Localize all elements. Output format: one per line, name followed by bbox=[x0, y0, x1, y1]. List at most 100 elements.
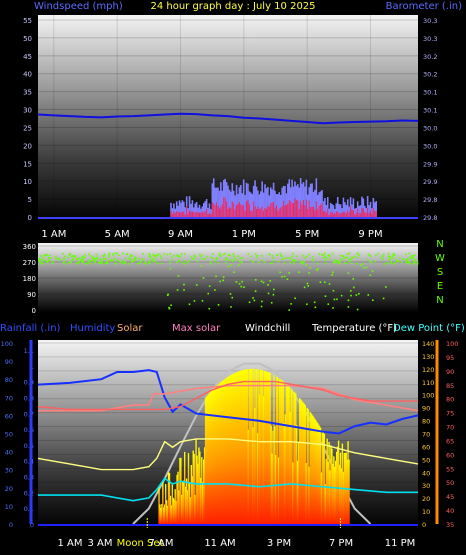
direction-point bbox=[291, 255, 293, 258]
solar-bar bbox=[324, 484, 326, 524]
solar-bar bbox=[335, 460, 337, 524]
direction-point bbox=[125, 253, 128, 256]
direction-point bbox=[271, 255, 274, 257]
solar-bar bbox=[310, 413, 312, 524]
solar-bar bbox=[316, 421, 318, 524]
humidity-y-tick-label: 20 bbox=[5, 485, 13, 493]
direction-point bbox=[347, 272, 350, 274]
rain-y-tick-label: 0 bbox=[30, 521, 34, 529]
solar-bar bbox=[254, 408, 256, 524]
direction-point bbox=[116, 259, 119, 261]
solar-bar bbox=[320, 472, 323, 524]
direction-point bbox=[218, 252, 221, 255]
direction-point bbox=[149, 259, 151, 262]
direction-point bbox=[267, 292, 270, 295]
direction-point bbox=[134, 259, 137, 262]
direction-point bbox=[303, 286, 306, 289]
solar-bar bbox=[179, 457, 181, 524]
direction-point bbox=[166, 253, 169, 256]
solar-bar bbox=[311, 414, 313, 524]
humidity-y-tick-label: 100 bbox=[1, 340, 13, 348]
direction-point bbox=[196, 260, 199, 263]
direction-point bbox=[302, 262, 305, 264]
temperature-y-tick-label: 90 bbox=[446, 368, 454, 376]
direction-point bbox=[179, 256, 181, 258]
direction-point bbox=[324, 255, 326, 258]
baro-y-tick-label: 30.0 bbox=[423, 124, 437, 132]
direction-point bbox=[250, 255, 252, 258]
temperature-y-tick-label: 80 bbox=[446, 396, 454, 404]
direction-y-tick-label: 360 bbox=[23, 243, 36, 251]
direction-point bbox=[366, 258, 369, 261]
solar-bar bbox=[282, 381, 285, 524]
direction-point bbox=[99, 262, 101, 264]
direction-point bbox=[382, 297, 385, 300]
direction-point bbox=[123, 261, 126, 264]
direction-point bbox=[367, 294, 370, 296]
direction-point bbox=[335, 260, 338, 262]
solar-bar bbox=[274, 426, 276, 524]
direction-y-tick-label: 0 bbox=[32, 307, 36, 315]
direction-point bbox=[381, 255, 384, 258]
baro-y-tick-label: 30.1 bbox=[423, 107, 437, 115]
direction-point bbox=[406, 260, 409, 262]
direction-point bbox=[52, 261, 54, 263]
direction-point bbox=[372, 299, 374, 302]
solar-bar bbox=[321, 430, 324, 524]
direction-point bbox=[339, 258, 342, 261]
direction-point bbox=[118, 260, 120, 262]
direction-point bbox=[55, 258, 57, 260]
solar-bar bbox=[176, 474, 178, 524]
direction-point bbox=[389, 256, 391, 258]
solar-bar bbox=[224, 378, 227, 524]
solar-bar bbox=[167, 472, 170, 524]
solar-bar bbox=[164, 504, 166, 524]
solar-bar bbox=[217, 384, 219, 524]
direction-point bbox=[201, 258, 203, 260]
direction-point bbox=[129, 254, 132, 257]
direction-point bbox=[153, 258, 155, 261]
direction-point bbox=[188, 303, 191, 306]
direction-point bbox=[184, 253, 186, 256]
direction-point bbox=[122, 262, 124, 264]
direction-point bbox=[58, 257, 61, 260]
direction-point bbox=[335, 261, 337, 264]
direction-point bbox=[396, 260, 398, 263]
direction-point bbox=[219, 255, 222, 258]
solar-bar bbox=[160, 507, 162, 524]
solar-bar bbox=[175, 500, 177, 524]
direction-point bbox=[125, 257, 127, 260]
direction-point bbox=[340, 294, 343, 297]
wind-x-tick-label: 5 PM bbox=[295, 229, 319, 240]
solar-bar bbox=[328, 441, 330, 524]
solar-bar bbox=[288, 386, 290, 524]
direction-point bbox=[142, 258, 144, 260]
solar-bar bbox=[329, 470, 331, 524]
direction-point bbox=[62, 252, 64, 255]
solar-bar bbox=[258, 369, 260, 524]
solar-bar bbox=[166, 505, 169, 524]
direction-point bbox=[40, 262, 42, 265]
solar-bar bbox=[346, 459, 348, 524]
solar-bar bbox=[342, 471, 345, 524]
solar-bar bbox=[294, 392, 296, 524]
solar-bar bbox=[291, 389, 293, 524]
temperature-y-tick-label: 50 bbox=[446, 479, 454, 487]
direction-point bbox=[95, 253, 98, 256]
direction-point bbox=[188, 260, 191, 262]
direction-point bbox=[73, 256, 76, 258]
solar-bar bbox=[192, 450, 194, 524]
direction-point bbox=[281, 255, 283, 258]
solar-bar bbox=[322, 432, 325, 524]
direction-point bbox=[132, 260, 135, 263]
direction-point bbox=[239, 257, 242, 260]
solar-bar bbox=[171, 484, 174, 524]
direction-point bbox=[324, 281, 326, 284]
direction-point bbox=[300, 260, 303, 263]
direction-point bbox=[81, 258, 84, 261]
direction-point bbox=[59, 259, 62, 261]
direction-point bbox=[348, 252, 351, 255]
combined-x-tick-label: Moon Set bbox=[117, 538, 164, 549]
direction-point bbox=[100, 260, 103, 262]
solar-bar bbox=[314, 418, 316, 524]
